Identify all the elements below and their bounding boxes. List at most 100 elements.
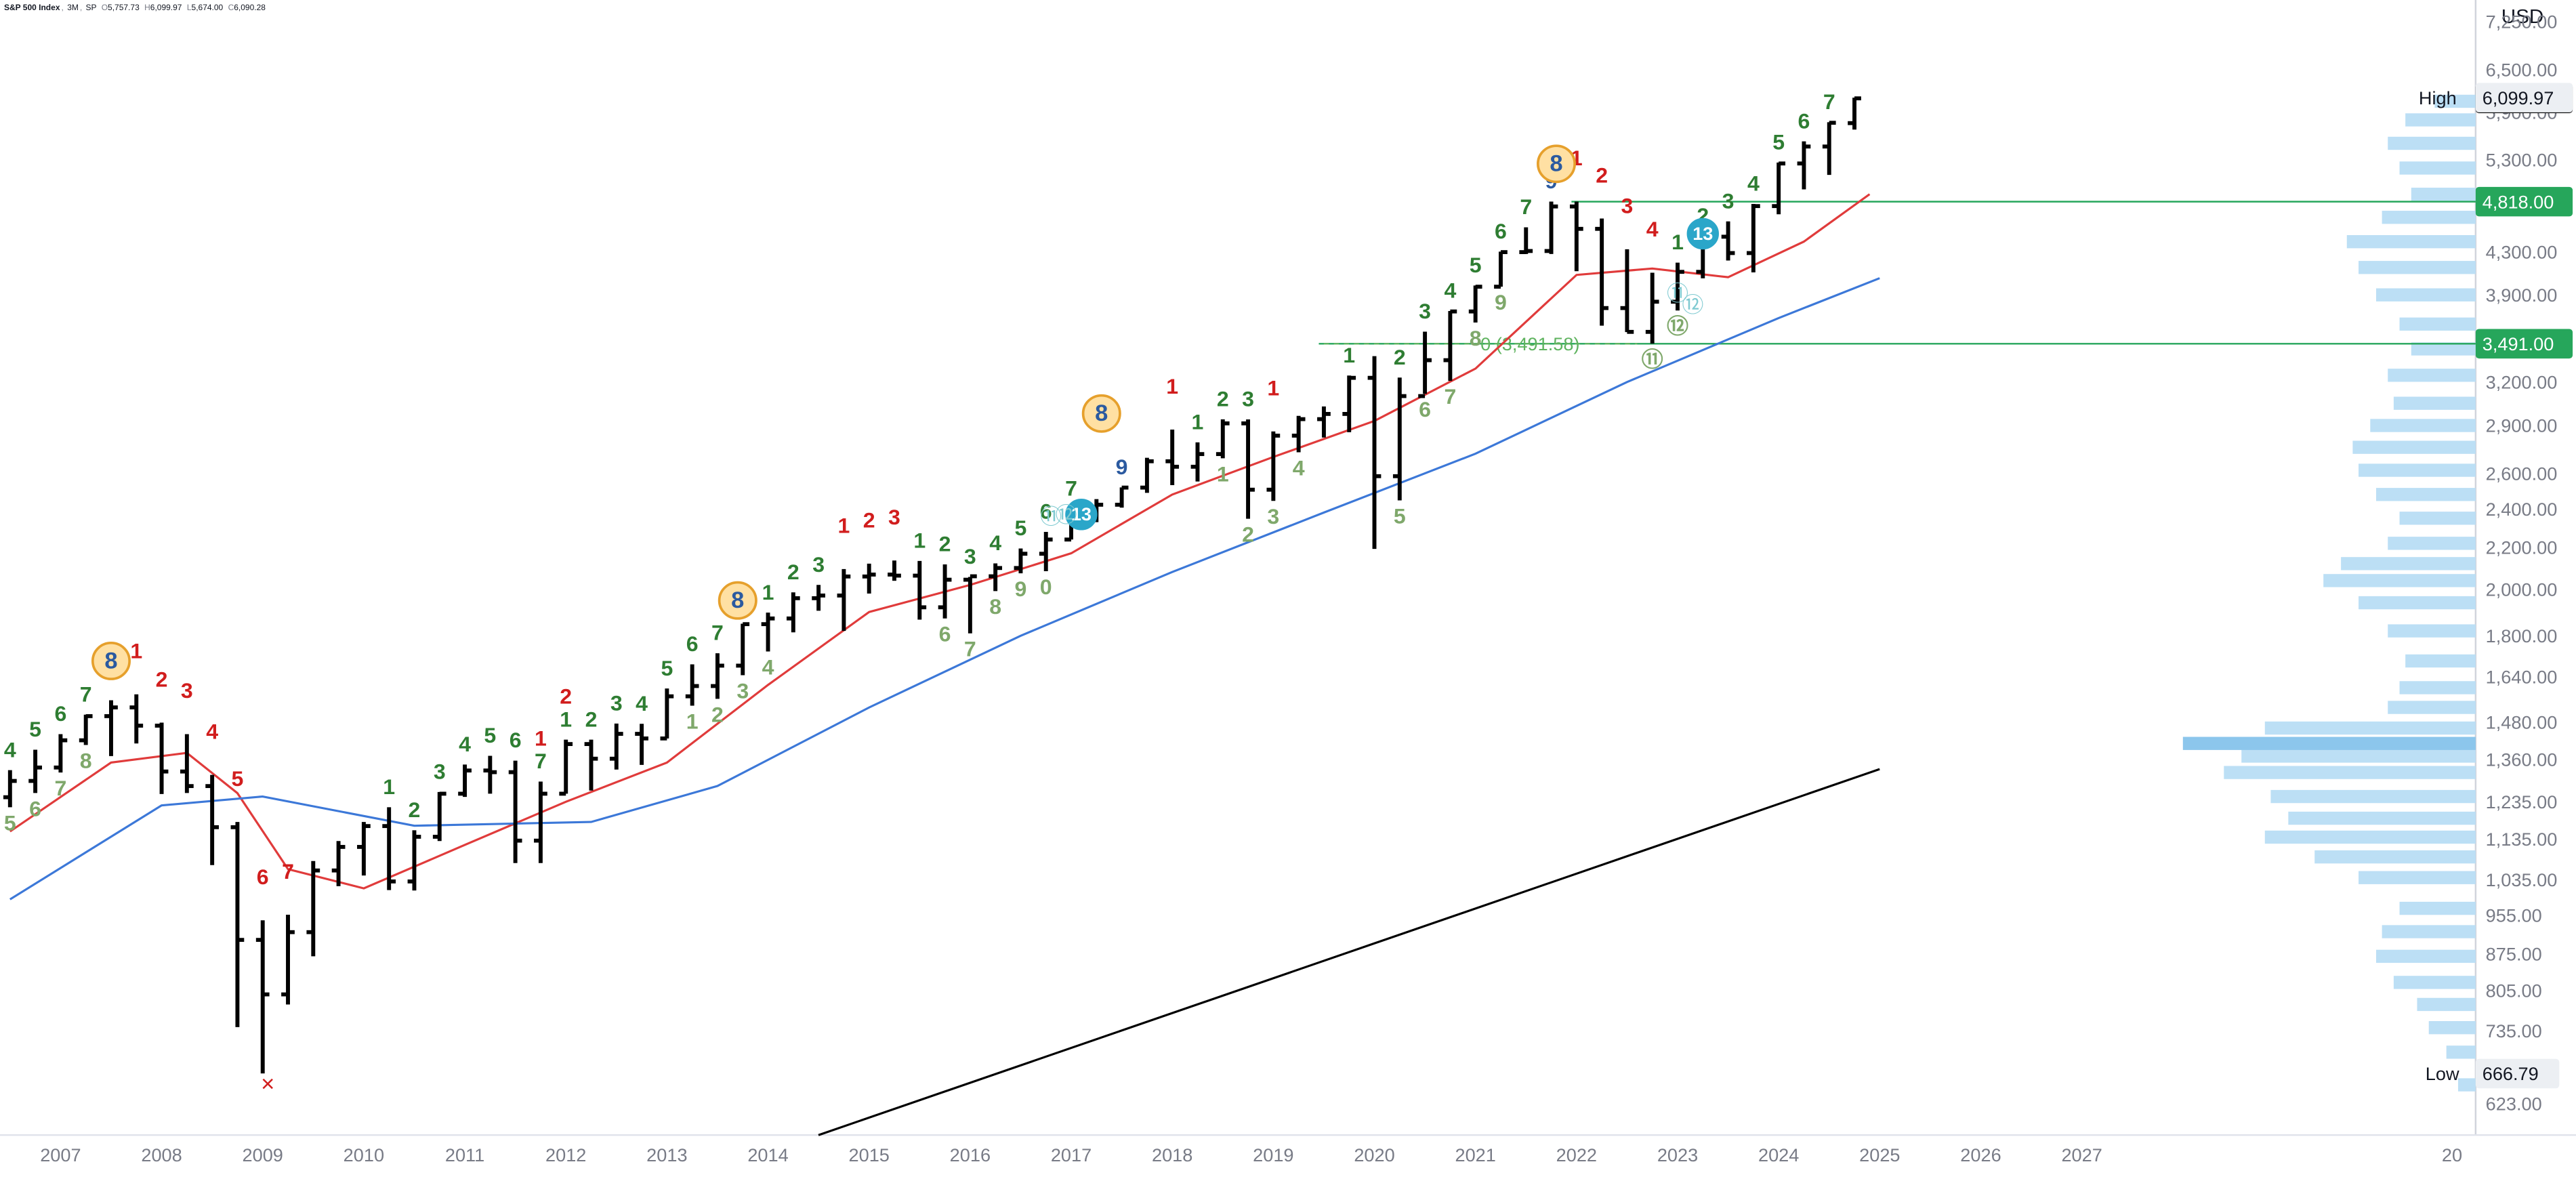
ohlc-H-label: H — [144, 3, 150, 12]
countdown-mark: ⑫ — [1682, 293, 1703, 317]
x-tick-label: 2020 — [1354, 1145, 1394, 1165]
countdown-13-circle: 13 — [1688, 219, 1718, 249]
demark-count: 6 — [1798, 109, 1810, 133]
demark-count: 2 — [711, 703, 724, 727]
ohlc-H: 6,099.97 — [150, 3, 182, 12]
demark-count: 7 — [1065, 476, 1077, 501]
setup-8-circle: 8 — [93, 643, 129, 679]
demark-count: 5 — [4, 811, 16, 835]
setup-8-circle: 8 — [1538, 146, 1575, 182]
y-tick-label: 4,300.00 — [2486, 243, 2558, 263]
demark-count: 1 — [1166, 374, 1178, 398]
x-tick-label: 2017 — [1051, 1145, 1092, 1165]
y-tick-label: 1,800.00 — [2486, 626, 2558, 646]
symbol-name: S&P 500 Index — [4, 3, 60, 12]
ohlc-L: 5,674.00 — [192, 3, 224, 12]
x-tick-label: 2024 — [1758, 1145, 1799, 1165]
y-tick-label: 1,035.00 — [2486, 870, 2558, 890]
demark-count: 6 — [686, 631, 699, 656]
demark-count: 2 — [939, 532, 951, 556]
demark-count: 1 — [1671, 230, 1684, 255]
demark-count: 5 — [1394, 504, 1406, 529]
demark-count: 2 — [1242, 522, 1254, 547]
demark-count: 1 — [913, 529, 926, 553]
x-tick-label: 2022 — [1556, 1145, 1597, 1165]
x-tick-label: 2010 — [344, 1145, 384, 1165]
demark-count: 7 — [1444, 384, 1456, 409]
svg-text:3,491.00: 3,491.00 — [2482, 334, 2554, 354]
demark-count: 3 — [1242, 387, 1254, 411]
svg-text:6,099.97: 6,099.97 — [2482, 88, 2554, 108]
demark-count: 7 — [711, 621, 724, 645]
demark-count: 7 — [1823, 89, 1835, 114]
demark-count: 3 — [1722, 189, 1734, 213]
level-price-tag: 3,491.00 — [2476, 329, 2573, 358]
demark-count: 3 — [812, 552, 825, 577]
demark-count: 1 — [686, 709, 699, 734]
demark-count: 1 — [130, 639, 142, 663]
ohlc-O: 5,757.73 — [108, 3, 140, 12]
high-label: High — [2419, 88, 2457, 108]
chart-svg[interactable]: USD623.00666.79735.00805.00875.00955.001… — [0, 0, 2576, 1181]
demark-count: 4 — [4, 738, 16, 762]
demark-count: 1 — [1267, 376, 1279, 400]
x-tick-label: 2013 — [646, 1145, 687, 1165]
y-tick-label: 2,400.00 — [2486, 499, 2558, 520]
demark-count: 4 — [762, 655, 774, 680]
demark-count: 2 — [560, 684, 572, 709]
demark-count: 8 — [989, 595, 1001, 619]
x-tick-label: 20 — [2442, 1145, 2462, 1165]
demark-count: 7 — [535, 749, 547, 773]
demark-count: 7 — [54, 776, 66, 800]
demark-count: 5 — [484, 723, 496, 747]
chart-root[interactable]: S&P 500 Index, 3M, SP O5,757.73 H6,099.9… — [0, 0, 2576, 1181]
demark-count: 5 — [1470, 253, 1482, 277]
ohlc-L-label: L — [187, 3, 192, 12]
demark-count: 4 — [1747, 171, 1760, 196]
x-tick-label: 2015 — [849, 1145, 890, 1165]
y-tick-label: 3,200.00 — [2486, 373, 2558, 393]
demark-count: 4 — [206, 720, 218, 744]
y-tick-label: 1,480.00 — [2486, 713, 2558, 733]
svg-text:13: 13 — [1692, 224, 1713, 244]
x-tick-label: 2014 — [747, 1145, 788, 1165]
x-tick-label: 2007 — [40, 1145, 81, 1165]
demark-count: 3 — [888, 505, 900, 529]
demark-count: 1 — [1192, 410, 1204, 434]
x-tick-label: 2027 — [2061, 1145, 2102, 1165]
demark-count: 3 — [1267, 504, 1279, 529]
demark-count: 4 — [1444, 278, 1456, 303]
demark-count: 9 — [1015, 577, 1027, 601]
demark-count: 9 — [1116, 455, 1128, 479]
x-tick-label: 2016 — [950, 1145, 991, 1165]
svg-text:8: 8 — [104, 648, 117, 674]
demark-count: 1 — [1217, 462, 1229, 486]
y-tick-label: 6,500.00 — [2486, 60, 2558, 81]
svg-text:8: 8 — [1095, 400, 1108, 426]
y-tick-label: 623.00 — [2486, 1094, 2542, 1115]
x-tick-label: 2018 — [1152, 1145, 1192, 1165]
demark-count: ⑫ — [1667, 314, 1688, 338]
demark-count: 1 — [383, 774, 395, 799]
level-price-tag: 4,818.00 — [2476, 187, 2573, 217]
demark-count: 4 — [989, 531, 1001, 555]
demark-count: 0 — [1040, 575, 1052, 599]
countdown-mark: ⑫ — [1056, 503, 1077, 527]
ohlc-C-label: C — [228, 3, 234, 12]
demark-count: 1 — [560, 707, 572, 732]
demark-count: 1 — [535, 726, 547, 751]
demark-count: 6 — [1419, 397, 1431, 421]
y-tick-label: 1,360.00 — [2486, 750, 2558, 770]
demark-count: 1 — [1343, 343, 1355, 367]
demark-count: 2 — [787, 560, 799, 584]
y-tick-label: 955.00 — [2486, 906, 2542, 926]
x-tick-label: 2019 — [1253, 1145, 1293, 1165]
demark-count: 3 — [434, 760, 446, 784]
demark-count: 4 — [636, 691, 648, 716]
demark-count: 4 — [1293, 456, 1305, 480]
demark-count: 2 — [1596, 163, 1608, 188]
x-tick-label: 2025 — [1859, 1145, 1900, 1165]
y-tick-label: 3,900.00 — [2486, 285, 2558, 306]
risk-cross-icon: × — [261, 1071, 274, 1097]
demark-count: 5 — [661, 656, 673, 680]
